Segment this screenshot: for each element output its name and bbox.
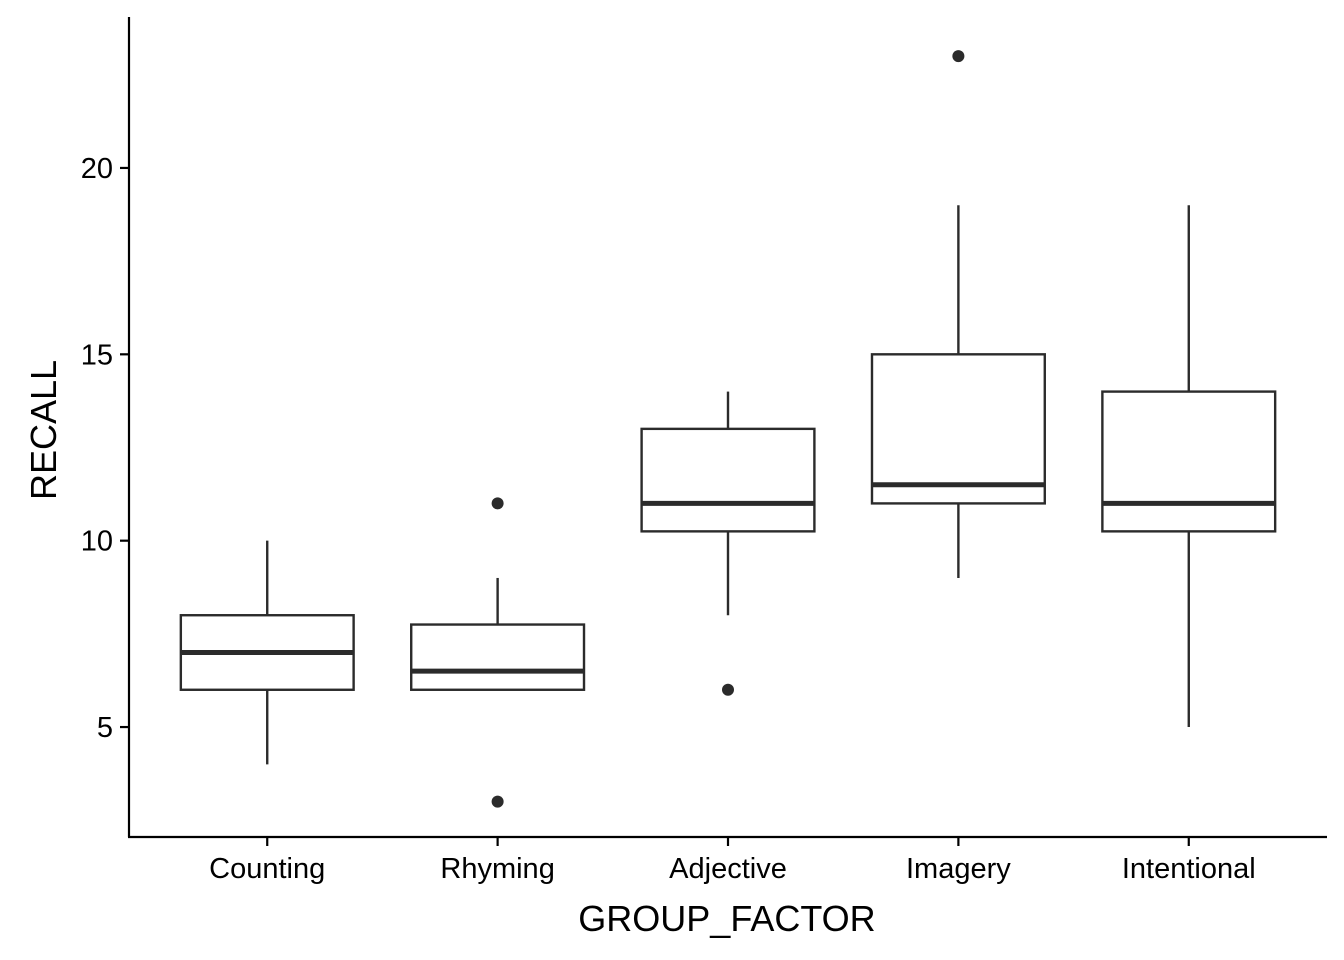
- x-tick-label: Counting: [209, 853, 325, 885]
- x-tick-label: Imagery: [906, 853, 1011, 885]
- box-group-rhyming: [410, 497, 586, 808]
- outlier-point: [491, 795, 504, 808]
- y-ticks: 5 10 15 20: [81, 153, 129, 744]
- box: [870, 353, 1046, 505]
- x-tick-label: Rhyming: [440, 853, 554, 885]
- y-tick-label: 20: [81, 153, 113, 185]
- box: [640, 427, 816, 533]
- x-axis-title: GROUP_FACTOR: [578, 898, 875, 939]
- y-tick-label: 15: [81, 339, 113, 371]
- box-group-adjective: [640, 391, 816, 696]
- outlier-point: [952, 50, 965, 63]
- y-tick-label: 5: [97, 712, 113, 744]
- x-tick-label: Adjective: [669, 853, 787, 885]
- box-group-imagery: [870, 50, 1046, 578]
- x-ticks: Counting Rhyming Adjective Imagery Intention…: [209, 837, 1256, 885]
- box-group-counting: [179, 540, 355, 765]
- outlier-point: [722, 683, 734, 696]
- box-group-intentional: [1101, 205, 1277, 728]
- box: [1101, 390, 1277, 533]
- x-tick-label: Intentional: [1122, 853, 1256, 885]
- plot-area: [179, 50, 1277, 808]
- y-axis-title: RECALL: [23, 360, 64, 500]
- outlier-point: [491, 497, 504, 510]
- box: [410, 623, 586, 691]
- y-tick-label: 10: [81, 526, 113, 558]
